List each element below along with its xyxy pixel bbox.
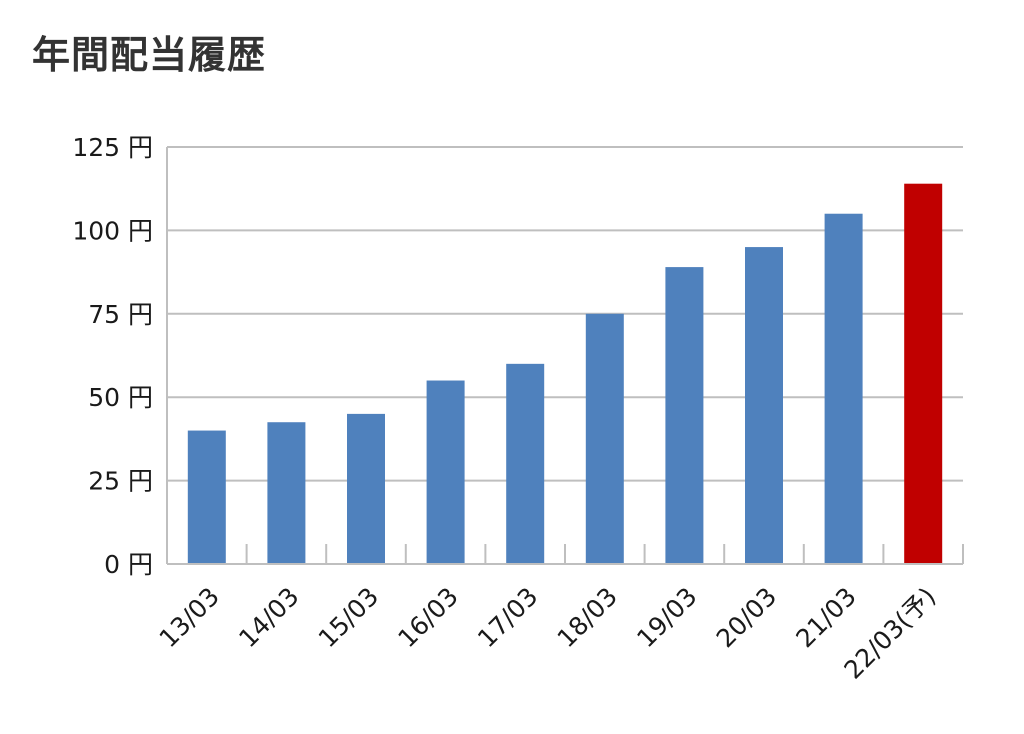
y-tick-label: 25 円 [88,467,153,496]
x-tick-label: 19/03 [631,582,702,653]
bar [745,247,783,564]
x-tick-labels: 13/03 14/03 15/03 16/03 17/03 18/03 19/03 20/03… [154,582,942,685]
bar [665,267,704,564]
bars [187,183,943,565]
y-tick-label: 75 円 [88,300,153,329]
x-tick-label: 14/03 [233,582,304,653]
y-tick-label: 125 円 [72,133,153,162]
bar [585,313,624,564]
x-tick-label: 16/03 [392,582,463,653]
x-tick-label: 18/03 [552,582,623,653]
y-tick-labels: 0 円 25 円 50 円 75 円 100 円 125 円 [72,133,153,579]
bar [506,363,545,564]
chart-title: 年間配当履歴 [32,33,267,77]
bar [347,413,385,564]
bar-forecast [904,183,943,565]
axes [166,147,964,565]
bar [824,213,863,564]
bar [426,380,465,564]
x-tick-label: 17/03 [472,582,543,653]
y-tick-label: 100 円 [72,216,153,245]
bar [267,422,306,564]
x-tick-label: 20/03 [711,582,782,653]
y-tick-label: 0 円 [104,550,153,579]
bar [187,430,226,564]
x-tick-label: 13/03 [154,582,225,653]
x-tick-label: 21/03 [790,582,861,653]
y-tick-label: 50 円 [88,383,153,412]
x-tick-label: 15/03 [313,582,384,653]
